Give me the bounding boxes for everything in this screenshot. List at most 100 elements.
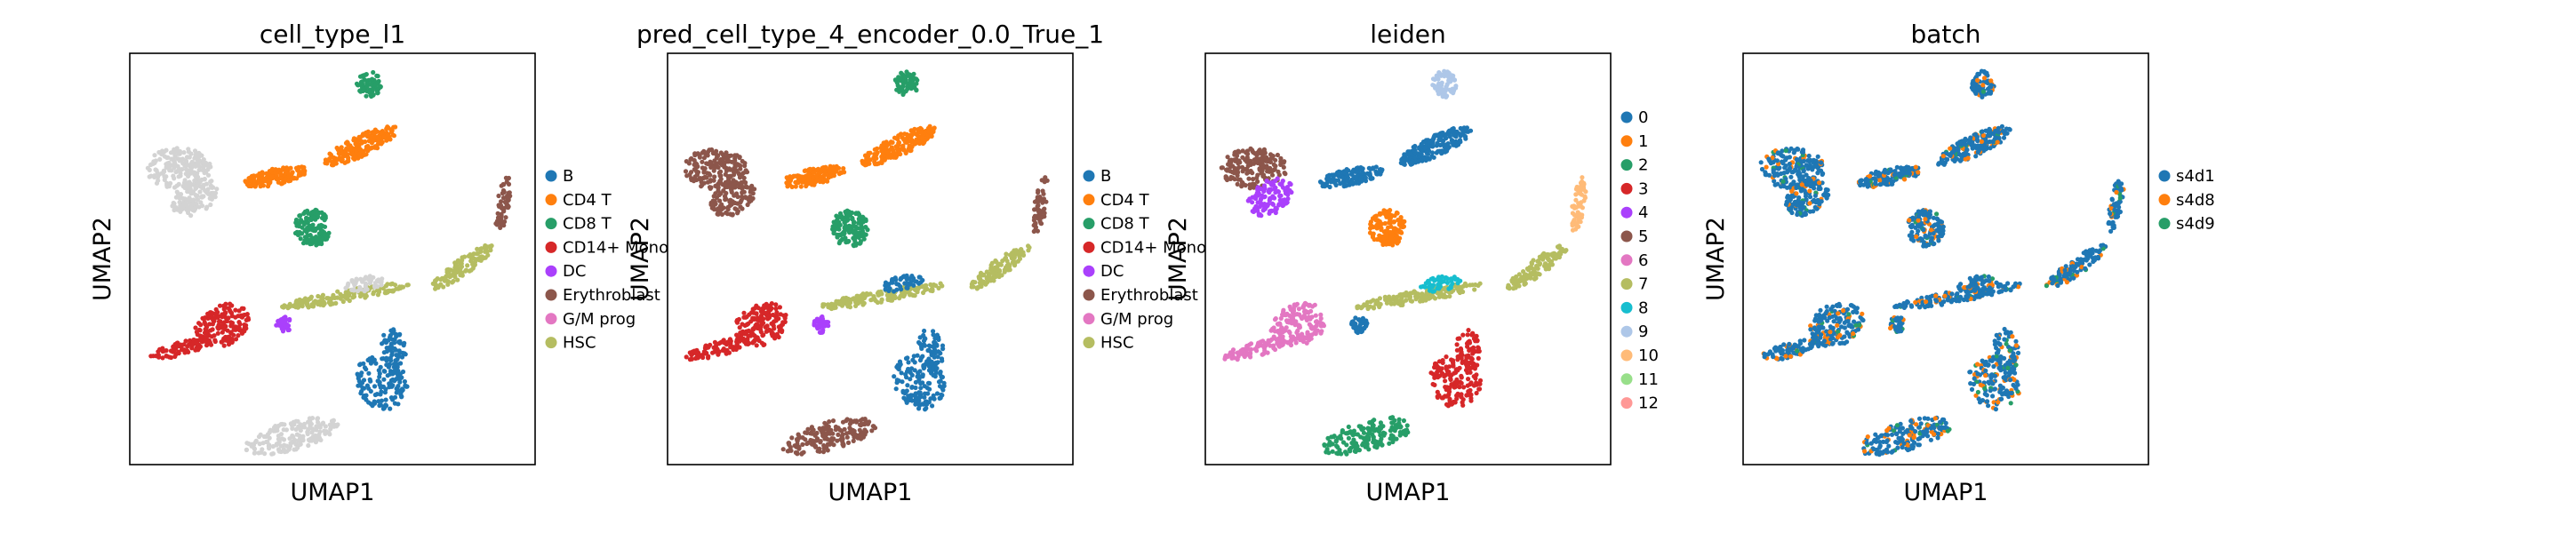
data-point xyxy=(265,184,271,189)
data-point xyxy=(771,319,777,324)
data-point xyxy=(1268,159,1273,164)
data-point xyxy=(990,270,996,275)
data-point xyxy=(1578,203,1584,209)
data-point xyxy=(735,209,741,214)
data-point xyxy=(695,355,700,361)
data-point xyxy=(825,448,830,453)
data-point xyxy=(740,206,745,211)
data-point xyxy=(740,158,745,164)
data-point xyxy=(740,190,745,195)
data-point xyxy=(301,164,307,171)
data-point xyxy=(204,160,209,166)
data-point xyxy=(1007,252,1012,258)
data-point xyxy=(221,343,227,348)
data-point xyxy=(754,343,759,348)
data-point xyxy=(701,180,707,186)
data-point xyxy=(903,139,908,145)
legend-marker xyxy=(545,313,557,325)
data-point xyxy=(270,451,276,457)
data-point xyxy=(294,432,300,437)
data-point xyxy=(157,156,163,162)
legend-label: B xyxy=(1100,167,1111,186)
data-point xyxy=(716,185,721,190)
data-point xyxy=(1427,143,1432,148)
data-point xyxy=(831,164,836,170)
data-point xyxy=(262,451,268,457)
legend-marker xyxy=(1083,265,1095,277)
data-point xyxy=(1529,261,1534,266)
data-point xyxy=(390,289,396,294)
data-point xyxy=(836,298,842,304)
data-point xyxy=(397,338,403,344)
data-point xyxy=(374,392,380,397)
data-point xyxy=(168,180,173,186)
data-point xyxy=(1031,228,1036,235)
data-point xyxy=(1236,148,1241,154)
data-point xyxy=(245,315,251,321)
data-point xyxy=(908,132,913,138)
data-point xyxy=(897,296,902,301)
data-point xyxy=(795,450,800,456)
data-point xyxy=(702,166,708,171)
data-point xyxy=(213,311,219,316)
data-point xyxy=(1511,286,1516,291)
data-point xyxy=(932,125,937,131)
data-point xyxy=(260,447,265,452)
data-point xyxy=(739,179,744,186)
data-point xyxy=(394,334,399,339)
data-point xyxy=(1473,282,1478,288)
data-point xyxy=(1460,129,1466,134)
legend-marker xyxy=(1083,289,1095,301)
data-point xyxy=(861,294,867,299)
legend-marker xyxy=(545,194,557,206)
data-point xyxy=(916,339,922,346)
data-point xyxy=(161,170,166,175)
data-point xyxy=(1452,132,1457,138)
data-point xyxy=(705,179,711,185)
data-point xyxy=(844,218,850,223)
data-point xyxy=(726,166,732,171)
umap-panel-2: pred_cell_type_4_encoder_0.0_True_1UMAP1… xyxy=(627,20,1206,506)
data-point xyxy=(367,356,372,362)
legend-label: Erythroblast xyxy=(563,286,660,305)
data-point xyxy=(712,165,718,171)
legend-marker xyxy=(1083,337,1095,349)
data-point xyxy=(718,150,724,155)
data-point xyxy=(438,282,444,287)
data-point xyxy=(996,261,1002,266)
data-point xyxy=(212,338,218,343)
data-point xyxy=(484,249,490,254)
data-point xyxy=(312,434,317,439)
data-point xyxy=(376,399,381,404)
data-point xyxy=(922,384,927,389)
data-point xyxy=(394,353,399,358)
data-point xyxy=(707,171,712,177)
data-point xyxy=(378,278,383,283)
data-point xyxy=(375,292,380,298)
data-point xyxy=(1444,148,1450,154)
data-point xyxy=(1278,159,1284,164)
data-point xyxy=(844,434,850,440)
data-point xyxy=(1255,179,1260,184)
data-point xyxy=(893,386,899,392)
legend-label: B xyxy=(563,167,573,186)
data-point xyxy=(1371,305,1376,310)
data-point xyxy=(1263,158,1268,163)
data-point xyxy=(217,303,223,308)
data-point xyxy=(1533,263,1540,269)
data-point xyxy=(210,322,215,327)
data-point xyxy=(397,377,403,382)
data-point xyxy=(850,432,856,437)
data-point xyxy=(793,184,798,189)
data-point xyxy=(787,442,792,448)
data-point xyxy=(288,421,293,426)
data-point xyxy=(1257,147,1262,153)
data-point xyxy=(719,211,725,217)
data-point xyxy=(780,320,786,325)
data-point xyxy=(842,230,847,235)
data-point xyxy=(252,446,258,451)
data-point xyxy=(740,322,745,327)
legend-marker xyxy=(545,218,557,230)
data-point xyxy=(1449,89,1454,94)
data-point xyxy=(450,280,455,285)
